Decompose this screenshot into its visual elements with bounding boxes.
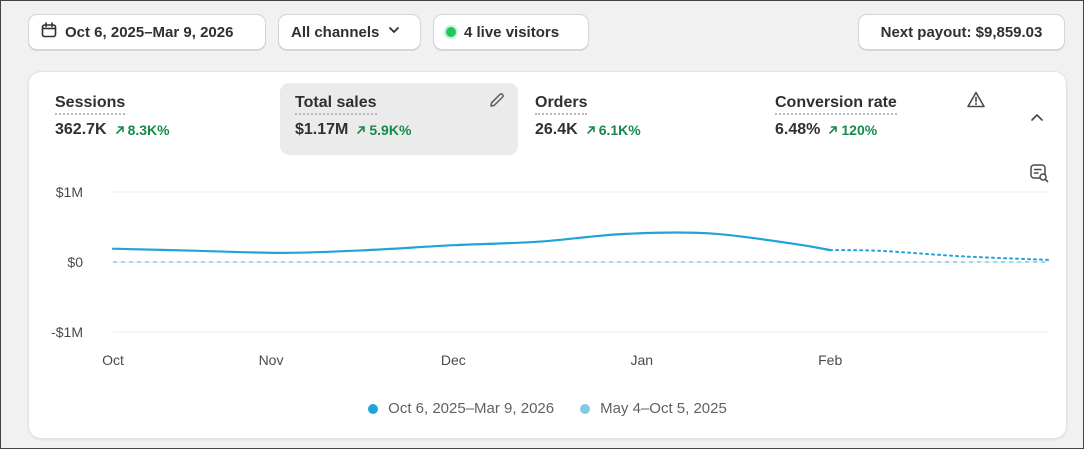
y-tick-label: $1M — [56, 184, 83, 200]
metric-value: $1.17M — [295, 121, 349, 138]
arrow-up-right-icon — [356, 122, 366, 138]
x-tick-label: Jan — [630, 352, 653, 368]
metric-value: 362.7K — [55, 121, 107, 138]
search-report-icon[interactable] — [1029, 163, 1049, 183]
sales-overview-card: Sessions 362.7K 8.3K% Total sales $1.17M… — [28, 71, 1067, 439]
metric-orders[interactable]: Orders 26.4K 6.1K% — [520, 83, 758, 155]
y-tick-label: -$1M — [51, 324, 83, 340]
series-line-current-projection — [829, 249, 1050, 261]
channels-dropdown[interactable]: All channels — [278, 14, 421, 50]
legend-dot-previous — [580, 403, 591, 414]
next-payout-label: Next payout: $9,859.03 — [880, 23, 1043, 41]
live-status-dot — [446, 27, 456, 37]
warning-triangle-icon[interactable] — [966, 90, 986, 110]
metric-value: 26.4K — [535, 121, 578, 138]
metric-change-value: 8.3K% — [127, 122, 170, 138]
series-line-current — [111, 231, 832, 255]
chevron-down-icon — [387, 23, 401, 41]
chart-legend: Oct 6, 2025–Mar 9, 2026 May 4–Oct 5, 202… — [29, 400, 1066, 417]
metric-change: 6.1K% — [586, 122, 641, 138]
legend-item-current[interactable]: Oct 6, 2025–Mar 9, 2026 — [368, 400, 554, 417]
y-tick-label: $0 — [67, 254, 83, 270]
date-range-button[interactable]: Oct 6, 2025–Mar 9, 2026 — [28, 14, 266, 50]
pencil-icon[interactable] — [488, 91, 506, 109]
legend-label-previous: May 4–Oct 5, 2025 — [600, 400, 727, 417]
legend-item-previous[interactable]: May 4–Oct 5, 2025 — [580, 400, 727, 417]
metric-conversion-rate[interactable]: Conversion rate 6.48% 120% — [760, 83, 998, 155]
arrow-up-right-icon — [115, 122, 125, 138]
calendar-icon — [41, 22, 57, 42]
live-visitors-button[interactable]: 4 live visitors — [433, 14, 589, 50]
x-tick-label: Feb — [818, 352, 842, 368]
date-range-label: Oct 6, 2025–Mar 9, 2026 — [65, 23, 234, 41]
metric-value: 6.48% — [775, 121, 821, 138]
sales-line-chart: $1M $0 -$1M Oct Nov Dec Jan Feb — [51, 184, 1050, 368]
x-tick-label: Oct — [102, 352, 124, 368]
metric-total-sales[interactable]: Total sales $1.17M 5.9K% — [280, 83, 518, 155]
metric-change-value: 5.9K% — [369, 122, 412, 138]
metric-change: 5.9K% — [356, 122, 411, 138]
metric-change: 8.3K% — [115, 122, 170, 138]
legend-label-current: Oct 6, 2025–Mar 9, 2026 — [388, 400, 555, 417]
next-payout-button[interactable]: Next payout: $9,859.03 — [858, 14, 1065, 50]
metric-label: Conversion rate — [775, 94, 897, 115]
top-toolbar: Oct 6, 2025–Mar 9, 2026 All channels 4 l… — [28, 14, 1065, 50]
metric-sessions[interactable]: Sessions 362.7K 8.3K% — [40, 83, 278, 155]
live-visitors-label: 4 live visitors — [464, 23, 560, 41]
metric-label: Orders — [535, 94, 588, 115]
metric-label: Total sales — [295, 94, 377, 115]
x-tick-label: Dec — [441, 352, 466, 368]
x-tick-label: Nov — [259, 352, 284, 368]
metric-change-value: 120% — [841, 122, 878, 138]
metric-change-value: 6.1K% — [598, 122, 641, 138]
metric-label: Sessions — [55, 94, 126, 115]
arrow-up-right-icon — [586, 122, 596, 138]
legend-dot-current — [368, 403, 379, 414]
channels-label: All channels — [291, 23, 380, 41]
chevron-up-icon[interactable] — [1029, 110, 1045, 126]
metric-change: 120% — [828, 122, 877, 138]
arrow-up-right-icon — [828, 122, 838, 138]
